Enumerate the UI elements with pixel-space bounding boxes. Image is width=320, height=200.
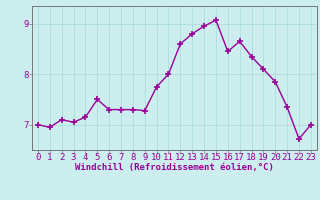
X-axis label: Windchill (Refroidissement éolien,°C): Windchill (Refroidissement éolien,°C) — [75, 163, 274, 172]
